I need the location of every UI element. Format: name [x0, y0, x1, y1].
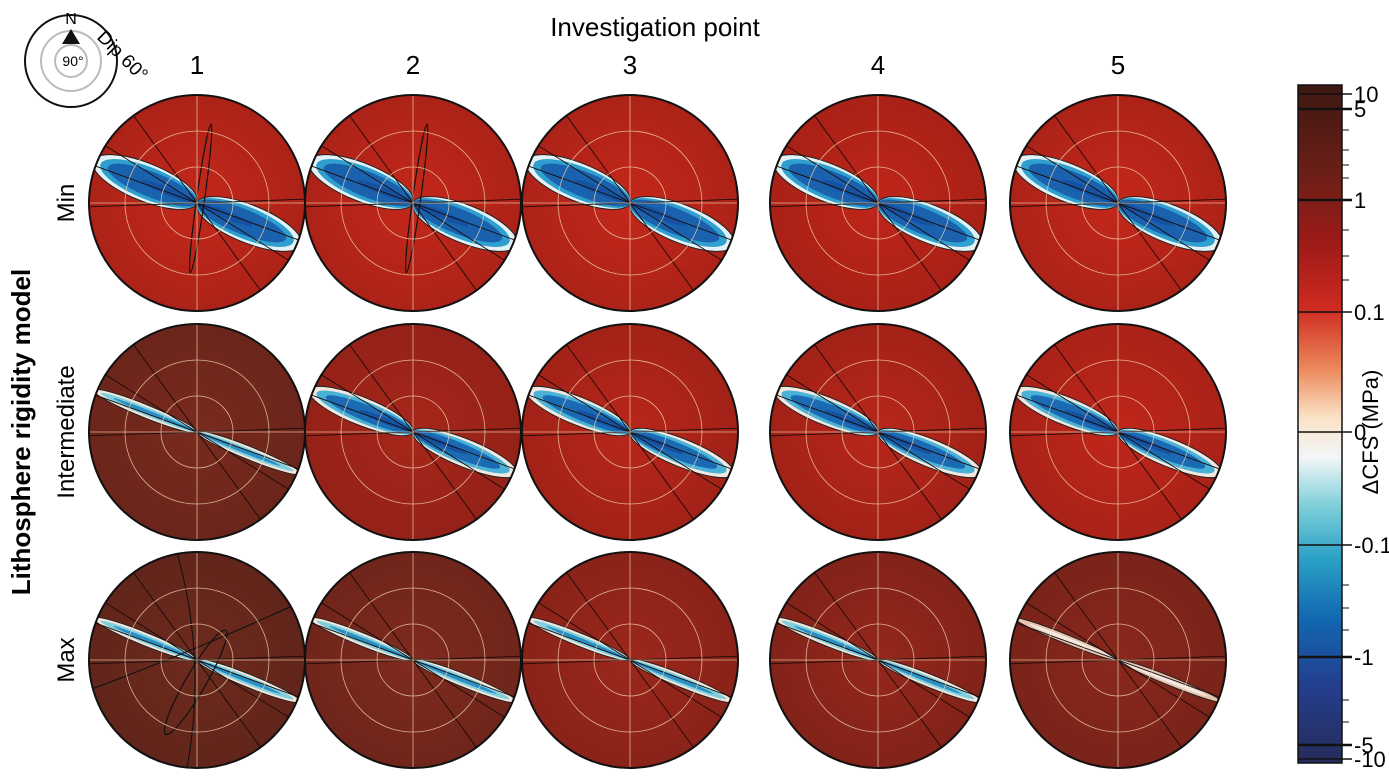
column-label: 3: [623, 50, 637, 80]
column-label: 4: [871, 50, 885, 80]
key-north: N: [65, 11, 77, 28]
colorbar-tick-label: 1: [1354, 188, 1366, 213]
panel-outline: [769, 94, 987, 312]
panel-outline: [769, 323, 987, 541]
row-label: Max: [53, 637, 80, 682]
stereonet-panel: [1009, 551, 1227, 769]
stereonet-panel: [521, 551, 739, 769]
stereonet-panel: [1009, 323, 1227, 541]
panel-outline: [521, 94, 739, 312]
panel-outline: [521, 323, 739, 541]
colorbar-tick-label: -10: [1354, 747, 1386, 772]
figure-title: Investigation point: [550, 12, 760, 42]
stereonet-panel: [304, 323, 522, 541]
row-label: Min: [53, 184, 80, 223]
negative-stress-lobe: [412, 659, 497, 694]
colorbar-tick-label: 0.1: [1354, 300, 1385, 325]
stereonet-panel: [769, 323, 987, 541]
colorbar-tick-label: 0: [1354, 420, 1366, 445]
colorbar-tick-label: -0.1: [1354, 533, 1389, 558]
stereonet-grid: [88, 94, 1227, 769]
negative-stress-lobe: [113, 626, 198, 661]
colorbar-tick-label: -1: [1354, 645, 1374, 670]
orientation-key: N 90° Dip 60°: [24, 11, 152, 108]
colorbar-tick-label: -5: [1354, 733, 1374, 758]
negative-stress-lobe: [113, 398, 198, 433]
key-ring-1: [54, 44, 88, 78]
colorbar-label: ΔCFS (MPa): [1358, 370, 1383, 495]
stereonet-panel: [304, 94, 522, 312]
y-axis-label: Lithosphere rigidity model: [6, 269, 36, 595]
panel-outline: [769, 551, 987, 769]
colorbar-ticks: 105 1 0.1 0 -0.1 -1 -5-10: [1298, 82, 1389, 772]
column-label: 1: [190, 50, 204, 80]
panel-outline: [1009, 94, 1227, 312]
row-labels: Min Intermediate Max: [53, 184, 80, 683]
panel-outline: [1009, 551, 1227, 769]
stereonet-panel: [769, 551, 987, 769]
negative-stress-lobe: [329, 626, 414, 661]
column-label: 2: [406, 50, 420, 80]
key-outer-circle: [24, 14, 118, 108]
stereonet-panel: [304, 551, 522, 769]
negative-stress-lobe: [629, 659, 714, 694]
colorbar-tick-label: 5: [1354, 97, 1366, 122]
contour-ellipse: [163, 629, 228, 736]
stereonet-panel: [769, 94, 987, 312]
negative-stress-lobe: [546, 626, 631, 661]
negative-stress-lobe: [196, 431, 281, 466]
stereonet-panel: [1009, 94, 1227, 312]
column-label: 5: [1111, 50, 1125, 80]
stereonet-panel: [521, 94, 739, 312]
colorbar: 105 1 0.1 0 -0.1 -1 -5-10 ΔCFS (MPa): [1297, 82, 1389, 772]
key-center-label: 90°: [62, 53, 83, 69]
negative-stress-lobe: [196, 659, 281, 694]
negative-stress-lobe: [794, 626, 879, 661]
panel-outline: [521, 551, 739, 769]
colorbar-tick-label: 10: [1354, 82, 1378, 107]
stereonet-panel: [521, 323, 739, 541]
stereonet-panel: [88, 551, 306, 769]
stereonet-panel: [88, 323, 306, 541]
column-labels: 1 2 3 4 5: [190, 50, 1125, 80]
row-label: Intermediate: [53, 365, 80, 498]
stereonet-panel: [88, 94, 306, 312]
negative-stress-lobe: [877, 659, 962, 694]
north-arrow-icon: [62, 29, 80, 44]
colorbar-gradient: [1297, 84, 1343, 764]
panel-outline: [1009, 323, 1227, 541]
